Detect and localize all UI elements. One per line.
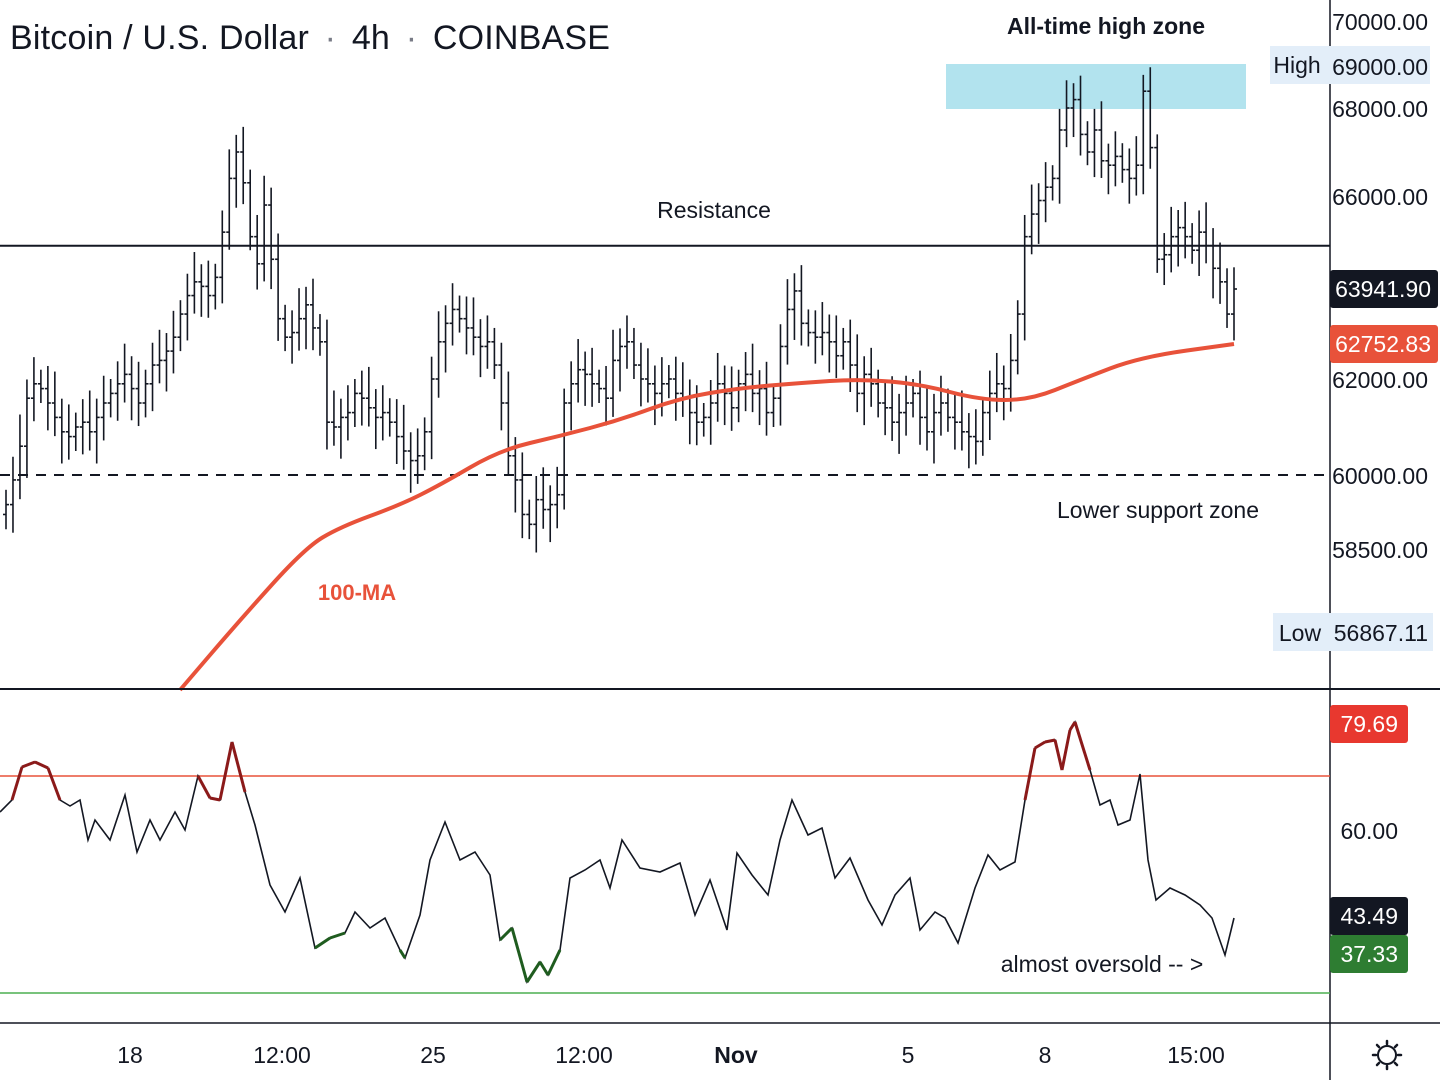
price-tick: 70000.00 <box>1332 9 1428 35</box>
rsi-ma-value: 37.33 <box>1340 941 1398 967</box>
rsi-overbought-segment <box>21 760 36 769</box>
high-value: 69000.00 <box>1332 54 1428 80</box>
resistance-label: Resistance <box>657 197 771 223</box>
ma-100-line <box>178 342 1235 692</box>
time-tick: 12:00 <box>253 1042 311 1068</box>
low-value: 56867.11 <box>1334 620 1428 646</box>
price-tick: 60000.00 <box>1332 463 1428 489</box>
rsi-oversold-segment <box>510 927 529 983</box>
rsi-overbought-segments <box>10 721 1092 802</box>
time-tick: 15:00 <box>1167 1042 1225 1068</box>
last-price-box <box>1330 270 1438 308</box>
time-tick: 8 <box>1039 1042 1052 1068</box>
ma-price-value: 62752.83 <box>1335 331 1431 357</box>
price-bars <box>3 67 1237 553</box>
rsi-oversold-segment <box>525 961 542 983</box>
time-tick: Nov <box>714 1042 758 1068</box>
low-label: Low <box>1279 620 1322 646</box>
rsi-overbought-segment <box>1044 738 1056 744</box>
rsi-overbought-segment <box>230 741 247 793</box>
ath-zone-label: All-time high zone <box>1007 13 1205 39</box>
time-tick: 5 <box>902 1042 915 1068</box>
price-tick: 68000.00 <box>1332 96 1428 122</box>
settings-gear-icon[interactable] <box>1371 1039 1403 1071</box>
rsi-overbought-segment <box>196 775 212 799</box>
time-tick: 18 <box>117 1042 143 1068</box>
rsi-overbought-segment <box>1053 739 1064 771</box>
rsi-oversold-segment <box>329 931 346 940</box>
all-time-high-zone <box>946 64 1246 109</box>
rsi-overbought-segment <box>46 767 62 801</box>
ma-price-box <box>1330 325 1438 363</box>
price-tick: 66000.00 <box>1332 184 1428 210</box>
time-tick: 25 <box>420 1042 446 1068</box>
rsi-tick: 60.00 <box>1340 818 1398 844</box>
rsi-oversold-segment <box>498 926 514 942</box>
rsi-upper-box <box>1330 705 1408 743</box>
price-axis[interactable]: 70000.00 68000.00 66000.00 62000.00 6000… <box>1332 9 1428 563</box>
rsi-ma-box <box>1330 935 1408 973</box>
ma-label: 100-MA <box>318 580 396 605</box>
rsi-oversold-segments <box>314 926 562 983</box>
time-axis[interactable]: 18 12:00 25 12:00 Nov 5 8 15:00 <box>117 1042 1225 1068</box>
price-tick: 62000.00 <box>1332 367 1428 393</box>
rsi-overbought-segment <box>1073 721 1092 771</box>
chart-title: Bitcoin / U.S. Dollar · 4h · COINBASE <box>10 19 610 57</box>
rsi-overbought-segment <box>1060 729 1072 771</box>
low-marker-box <box>1273 613 1433 651</box>
rsi-overbought-segment <box>218 741 234 801</box>
support-label: Lower support zone <box>1057 497 1259 523</box>
rsi-oversold-segment <box>546 949 562 976</box>
rsi-overbought-segment <box>209 796 221 802</box>
price-tick: 58500.00 <box>1332 537 1428 563</box>
high-marker-box <box>1270 46 1430 84</box>
rsi-current-value: 43.49 <box>1340 903 1398 929</box>
rsi-current-box <box>1330 897 1408 935</box>
rsi-overbought-segment <box>1023 747 1037 801</box>
rsi-upper-value: 79.69 <box>1340 711 1398 737</box>
oversold-note: almost oversold -- > <box>1001 951 1204 977</box>
high-label: High <box>1273 52 1320 78</box>
rsi-oversold-segment <box>538 961 550 976</box>
rsi-overbought-segment <box>1034 740 1046 750</box>
rsi-oversold-segment <box>314 936 331 950</box>
rsi-oversold-segment <box>398 949 407 959</box>
rsi-overbought-segment <box>10 766 24 801</box>
last-price-value: 63941.90 <box>1335 276 1431 302</box>
time-tick: 12:00 <box>555 1042 613 1068</box>
rsi-overbought-segment <box>34 760 49 770</box>
